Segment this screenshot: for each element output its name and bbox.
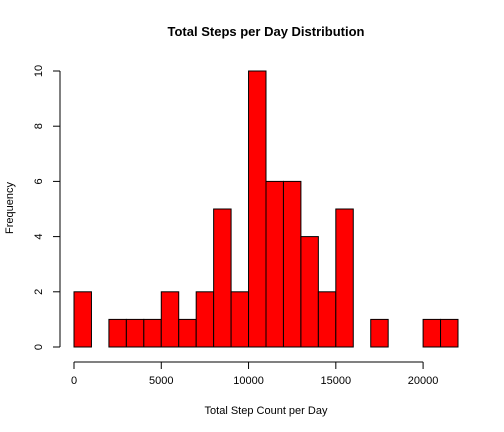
- x-tick-label: 0: [71, 375, 77, 387]
- y-tick-label: 2: [33, 289, 45, 295]
- histogram-bar: [195, 291, 215, 348]
- histogram-bar: [440, 318, 459, 348]
- histogram-bar: [422, 318, 442, 348]
- y-tick-label: 8: [33, 123, 45, 129]
- y-tick-label: 4: [33, 234, 45, 240]
- x-tick-label: 15000: [321, 375, 352, 387]
- y-axis: 0 2 4 6 8 10: [33, 65, 61, 350]
- histogram-bar: [335, 208, 354, 348]
- x-axis: 0 5000 10000 15000 20000: [71, 361, 439, 387]
- histogram-bar: [213, 208, 232, 348]
- histogram-bar: [248, 70, 267, 348]
- histogram-bar: [282, 180, 302, 348]
- histogram-bar: [300, 236, 319, 348]
- x-tick-label: 10000: [233, 375, 264, 387]
- chart-title: Total Steps per Day Distribution: [168, 24, 365, 39]
- y-tick-label: 6: [33, 178, 45, 184]
- bars-group: [73, 70, 459, 348]
- histogram-bar: [73, 291, 92, 348]
- histogram-bar: [178, 318, 197, 348]
- y-axis-label: Frequency: [4, 182, 16, 234]
- x-tick-label: 20000: [408, 375, 439, 387]
- y-tick-label: 10: [33, 65, 45, 77]
- histogram-bar: [317, 291, 337, 348]
- histogram-bar: [143, 318, 162, 348]
- histogram-bar: [160, 291, 180, 348]
- histogram-bar: [230, 291, 250, 348]
- x-tick-label: 5000: [149, 375, 173, 387]
- x-axis-label: Total Step Count per Day: [205, 405, 328, 417]
- histogram-bar: [265, 180, 284, 348]
- histogram-bar: [108, 318, 127, 348]
- histogram-bar: [370, 318, 389, 348]
- histogram-bar: [125, 318, 145, 348]
- y-tick-label: 0: [33, 344, 45, 350]
